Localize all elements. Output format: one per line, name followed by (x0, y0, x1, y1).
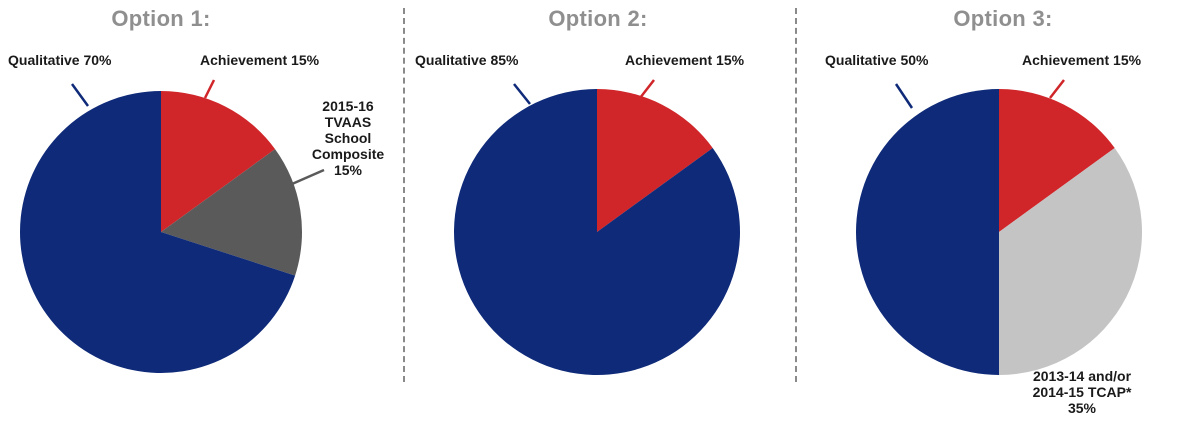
option-2-title: Option 2: (548, 6, 648, 31)
option-1-achievement-label: Achievement 15% (200, 52, 320, 68)
option-3-tcap-line-1: 2013-14 and/or (1032, 368, 1132, 384)
option-3-leader-line-3 (894, 83, 914, 109)
option-1-slice-1 (161, 91, 276, 232)
option-1-tvaas-line-5: 15% (333, 162, 363, 178)
option-3-achievement-label: Achievement 15% (1022, 52, 1142, 68)
option-1-tvaas-line-4: Composite (311, 146, 385, 162)
option-3-qualitative-label: Qualitative 50% (825, 52, 929, 68)
option-2-leader-line-2 (513, 83, 531, 105)
option-1-tvaas-line-2: TVAAS (324, 114, 372, 130)
option-2-achievement-label: Achievement 15% (625, 52, 745, 68)
option-2-qualitative-label: Qualitative 85% (415, 52, 519, 68)
option-3-tcap-line-3: 35% (1067, 400, 1097, 416)
option-1-title: Option 1: (111, 6, 211, 31)
option-3-tcap-label: 2013-14 and/or 2014-15 TCAP* 35% (1012, 368, 1152, 416)
option-1-leader-line-3 (70, 83, 90, 107)
option-3-tcap-line-2: 2014-15 TCAP* (1032, 384, 1132, 400)
option-3-leader-line-1 (1049, 79, 1065, 99)
option-3-title: Option 3: (953, 6, 1053, 31)
option-1-slice-3 (20, 91, 296, 374)
option-1-slice-2 (161, 149, 303, 276)
option-2-slice-2 (453, 89, 740, 376)
option-1-leader-line-2 (291, 168, 325, 186)
option-1-tvaas-line-1: 2015-16 (322, 98, 374, 114)
option-1-tvaas-label: 2015-16 TVAAS School Composite 15% (300, 98, 396, 178)
option-3-slice-3 (856, 89, 999, 375)
option-1-qualitative-label: Qualitative 70% (8, 52, 112, 68)
option-3-slice-2 (999, 147, 1142, 375)
option-2-leader-line-1 (639, 79, 655, 99)
divider-1-2 (403, 8, 405, 382)
option-2-slice-1 (597, 89, 713, 232)
divider-2-3 (795, 8, 797, 382)
option-3-slice-1 (999, 89, 1115, 232)
option-1-tvaas-line-3: School (324, 130, 372, 146)
option-1-leader-line-1 (203, 79, 216, 99)
